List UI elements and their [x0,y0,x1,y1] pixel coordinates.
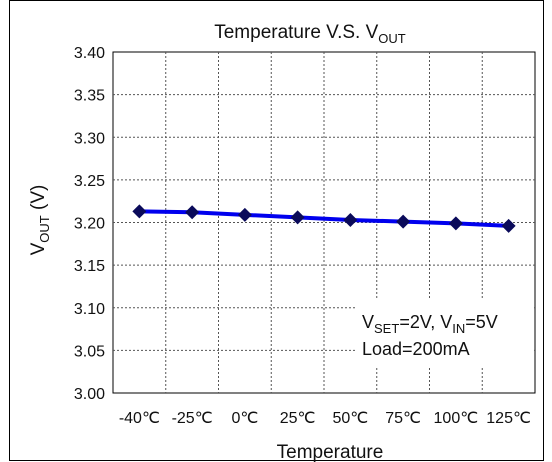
y-tick-label: 3.05 [74,343,105,360]
x-tick-label: -40℃ [119,410,160,427]
annotation-text: =2V, V [399,312,452,332]
y-tick-label: 3.25 [74,173,105,190]
chart-title-main: Temperature V.S. V [214,22,378,43]
data-point-marker [501,218,516,233]
x-tick-label: 50℃ [332,410,368,427]
x-tick-labels: -40℃ -25℃ 0℃ 25℃ 50℃ 75℃ 100℃ 125℃ [119,410,531,427]
annotation-line-1: VSET=2V, VIN=5V [362,312,498,336]
data-point-marker [237,207,252,222]
annotation-line-2: Load=200mA [362,339,470,359]
series-line [139,209,509,228]
data-series [132,204,516,233]
annotation-box [356,300,534,368]
annotation-subscript: IN [452,321,465,336]
y-axis-label-unit: (V) [28,185,49,216]
x-tick-label: 25℃ [280,410,316,427]
y-axis-label-main: V [28,242,49,255]
x-tick-label: -25℃ [172,410,213,427]
annotation-text: V [362,312,374,332]
data-point-marker [132,204,147,219]
annotation-subscript: SET [374,321,399,336]
x-axis-label: Temperature [277,442,384,462]
data-point-marker [448,216,463,231]
data-point-marker [396,214,411,229]
y-tick-label: 3.10 [74,301,105,318]
y-tick-label: 3.40 [74,45,105,62]
y-tick-label: 3.30 [74,130,105,147]
y-axis-label: VOUT (V) [28,185,52,256]
y-tick-label: 3.35 [74,88,105,105]
data-point-marker [185,205,200,220]
chart-title: Temperature V.S. VOUT [214,22,406,46]
x-tick-label: 0℃ [231,410,258,427]
y-tick-labels: 3.00 3.05 3.10 3.15 3.20 3.25 3.30 3.35 3.40 [74,45,105,403]
y-tick-label: 3.15 [74,258,105,275]
data-point-marker [290,210,305,225]
chart-border [9,0,544,461]
chart-title-sub: OUT [378,31,406,46]
x-tick-label: 125℃ [486,410,531,427]
y-tick-label: 3.00 [74,386,105,403]
data-point-marker [343,212,358,227]
annotation-text: =5V [465,312,498,332]
x-tick-label: 75℃ [385,410,421,427]
x-tick-label: 100℃ [434,410,479,427]
y-axis-label-sub: OUT [37,215,52,243]
y-tick-label: 3.20 [74,216,105,233]
